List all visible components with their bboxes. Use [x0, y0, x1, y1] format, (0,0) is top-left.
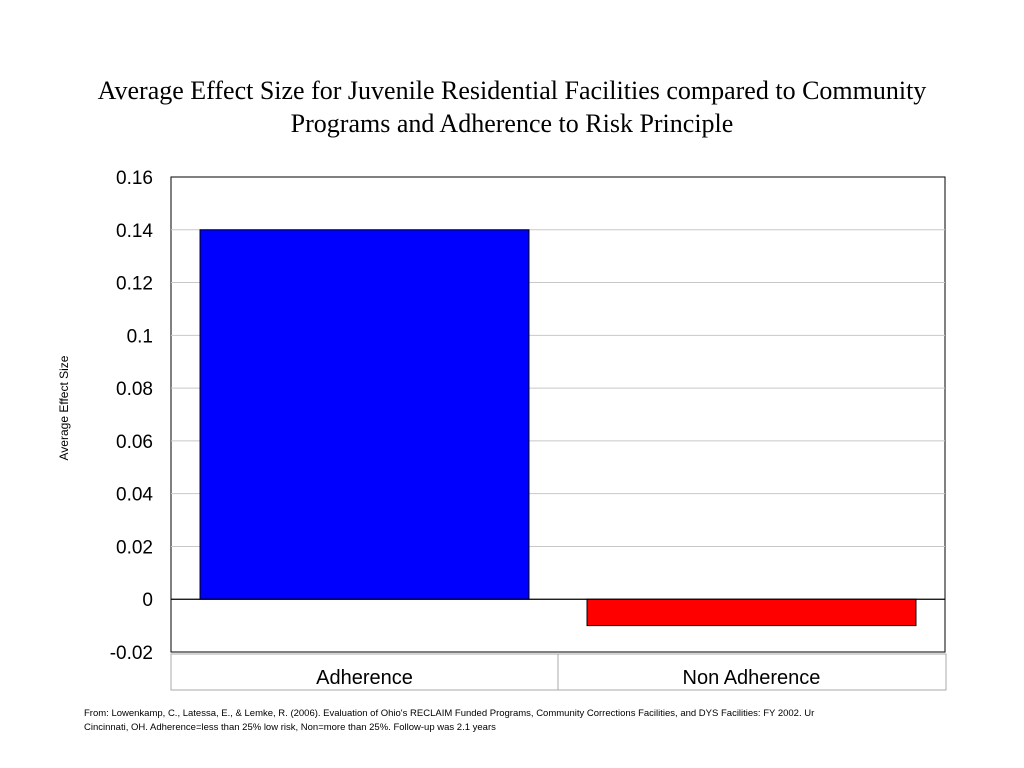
x-category-labels: Adherence Non Adherence: [316, 667, 820, 689]
chart-title: Average Effect Size for Juvenile Residen…: [97, 76, 927, 138]
y-tick-label: -0.02: [110, 643, 153, 664]
y-tick-label: 0.14: [116, 221, 153, 242]
y-tick-label: 0.1: [127, 326, 153, 347]
y-tick-label: 0.08: [116, 379, 153, 400]
bar-non-adherence: [586, 598, 917, 627]
y-tick-label: 0: [142, 590, 153, 611]
y-tick-label: 0.06: [116, 432, 153, 453]
bar-adherence: [199, 229, 530, 600]
y-tick-label: 0.12: [116, 274, 153, 295]
source-footnote: From: Lowenkamp, C., Latessa, E., & Lemk…: [84, 708, 815, 733]
y-tick-label: 0.04: [116, 485, 153, 506]
bar-chart: 0.16 0.14 0.12 0.1 0.08 0.06 0.04 0.02 0 -0.02 Ad…: [110, 168, 947, 691]
x-category-label: Adherence: [316, 667, 413, 689]
category-table: [170, 653, 947, 691]
y-tick-label: 0.02: [116, 537, 153, 558]
x-category-label: Non Adherence: [683, 667, 821, 689]
y-tick-label: 0.16: [116, 168, 153, 189]
y-tick-labels: 0.16 0.14 0.12 0.1 0.08 0.06 0.04 0.02 0 -0.02: [110, 168, 154, 664]
bars: [199, 229, 917, 627]
